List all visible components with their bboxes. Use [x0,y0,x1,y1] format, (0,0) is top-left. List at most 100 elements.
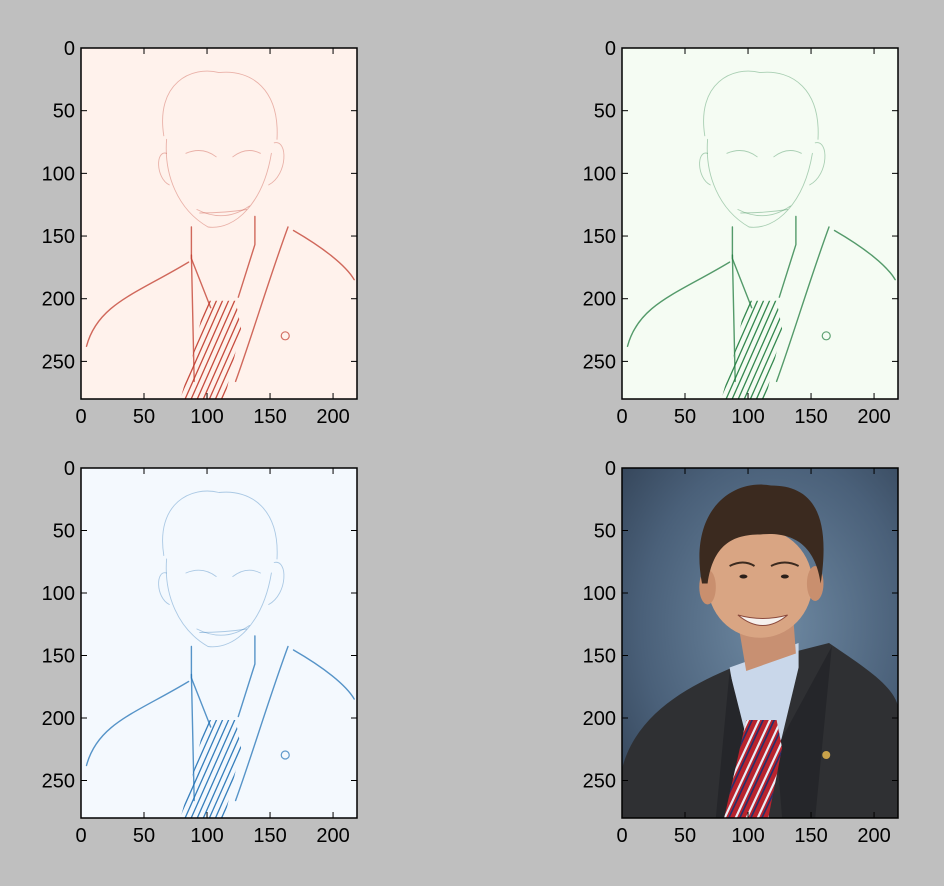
y-tick-label: 150 [583,226,616,248]
portrait-outline-stroke [268,142,285,186]
y-tick-label: 250 [583,351,616,373]
x-tick-label: 0 [75,406,86,428]
portrait-outline-stroke [292,649,355,700]
portrait-outline-stroke [699,152,711,186]
portrait-outline-stroke [199,628,248,633]
x-tick-label: 200 [857,406,890,428]
y-tick-label: 50 [53,101,75,123]
smile [737,614,788,626]
y-tick-label: 250 [583,771,616,793]
y-tick-label: 200 [42,289,75,311]
portrait-outline-stroke [185,150,217,158]
x-tick-label: 0 [616,825,627,847]
panel-bottom-left: 0 50 100 150 200 0 50 100 150 200 250 [42,458,358,847]
x-tick-label: 150 [794,825,827,847]
portrait-outline-stroke [268,562,285,605]
y-tick-label: 200 [583,289,616,311]
x-tick-label: 0 [616,406,627,428]
image-content [81,468,357,818]
portrait-outline-stroke [778,215,797,298]
image-content [81,48,357,399]
y-tick-label: 250 [42,351,75,373]
x-tick-label: 50 [674,825,696,847]
x-tick-label: 150 [794,406,827,428]
image-content [622,48,898,399]
y-tick-label: 0 [64,458,75,480]
panel-top-left: 0 50 100 150 200 0 50 100 150 200 250 [42,38,358,428]
portrait-outline-stroke [185,569,217,577]
y-tick-label: 0 [605,38,616,60]
axes-frame [80,467,358,819]
x-tick-label: 0 [75,825,86,847]
portrait-outline-stroke [158,572,170,605]
x-tick-label: 150 [253,406,286,428]
portrait-outline-stroke [706,138,813,228]
y-tick-label: 250 [42,771,75,793]
panel-top-right: 0 50 100 150 200 0 50 100 150 200 250 [583,38,899,428]
y-tick-label: 50 [594,521,616,543]
portrait-outline-stroke [190,673,195,802]
lapel-pin [280,750,290,760]
panel-bottom-right: 0 50 100 150 200 0 50 100 150 200 250 [583,458,899,847]
x-tick-label: 200 [857,825,890,847]
axes-frame [80,47,358,400]
axes-frame [621,467,899,819]
portrait-outline-stroke [703,70,819,140]
y-tick-label: 100 [42,583,75,605]
y-tick-label: 100 [583,583,616,605]
y-tick-label: 50 [53,521,75,543]
y-tick-label: 200 [42,708,75,730]
image-content [622,468,898,818]
x-tick-label: 100 [190,825,223,847]
portrait-outline-stroke [740,209,789,214]
x-tick-label: 150 [253,825,286,847]
portrait-outline-stroke [775,226,830,383]
portrait-outline-stroke [232,569,261,577]
y-tick-label: 200 [583,708,616,730]
portrait-outline-stroke [162,490,278,560]
portrait-outline-stroke [165,558,272,648]
x-tick-label: 100 [731,406,764,428]
portrait-outline-stroke [737,205,791,217]
y-tick-label: 150 [583,646,616,668]
x-tick-label: 50 [674,406,696,428]
portrait-outline-stroke [833,229,896,281]
portrait-outline-stroke [234,645,289,802]
portrait-outline-stroke [199,209,248,214]
y-tick-label: 50 [594,101,616,123]
x-tick-label: 200 [316,406,349,428]
portrait-outline-stroke [196,205,250,217]
portrait-outline-stroke [232,150,261,158]
portrait-outline-stroke [196,625,250,636]
portrait-outline-stroke [85,261,190,347]
image-background [81,48,357,399]
lapel-pin [280,331,290,341]
portrait-outline-stroke [731,254,736,383]
y-tick-label: 100 [583,163,616,185]
hair [699,484,824,584]
portrait-outline-stroke [237,635,256,718]
x-tick-label: 50 [133,825,155,847]
portrait-outline-stroke [292,229,355,281]
portrait-outline-stroke [726,150,758,158]
x-tick-label: 100 [731,825,764,847]
lapel-pin [821,331,831,341]
y-tick-label: 150 [42,646,75,668]
portrait-outline-stroke [237,215,256,298]
x-tick-label: 200 [316,825,349,847]
y-tick-label: 0 [605,458,616,480]
axes-frame [621,47,899,400]
y-tick-label: 0 [64,38,75,60]
portrait-outline-stroke [809,142,826,186]
portrait-outline-stroke [85,680,190,767]
portrait-outline-stroke [162,70,278,140]
portrait-outline-stroke [190,254,195,383]
x-tick-label: 50 [133,406,155,428]
portrait-outline-stroke [773,150,802,158]
portrait-outline-stroke [626,261,731,347]
y-tick-label: 150 [42,226,75,248]
lapel-pin [822,751,831,759]
portrait-outline-stroke [165,138,272,228]
y-tick-label: 100 [42,163,75,185]
